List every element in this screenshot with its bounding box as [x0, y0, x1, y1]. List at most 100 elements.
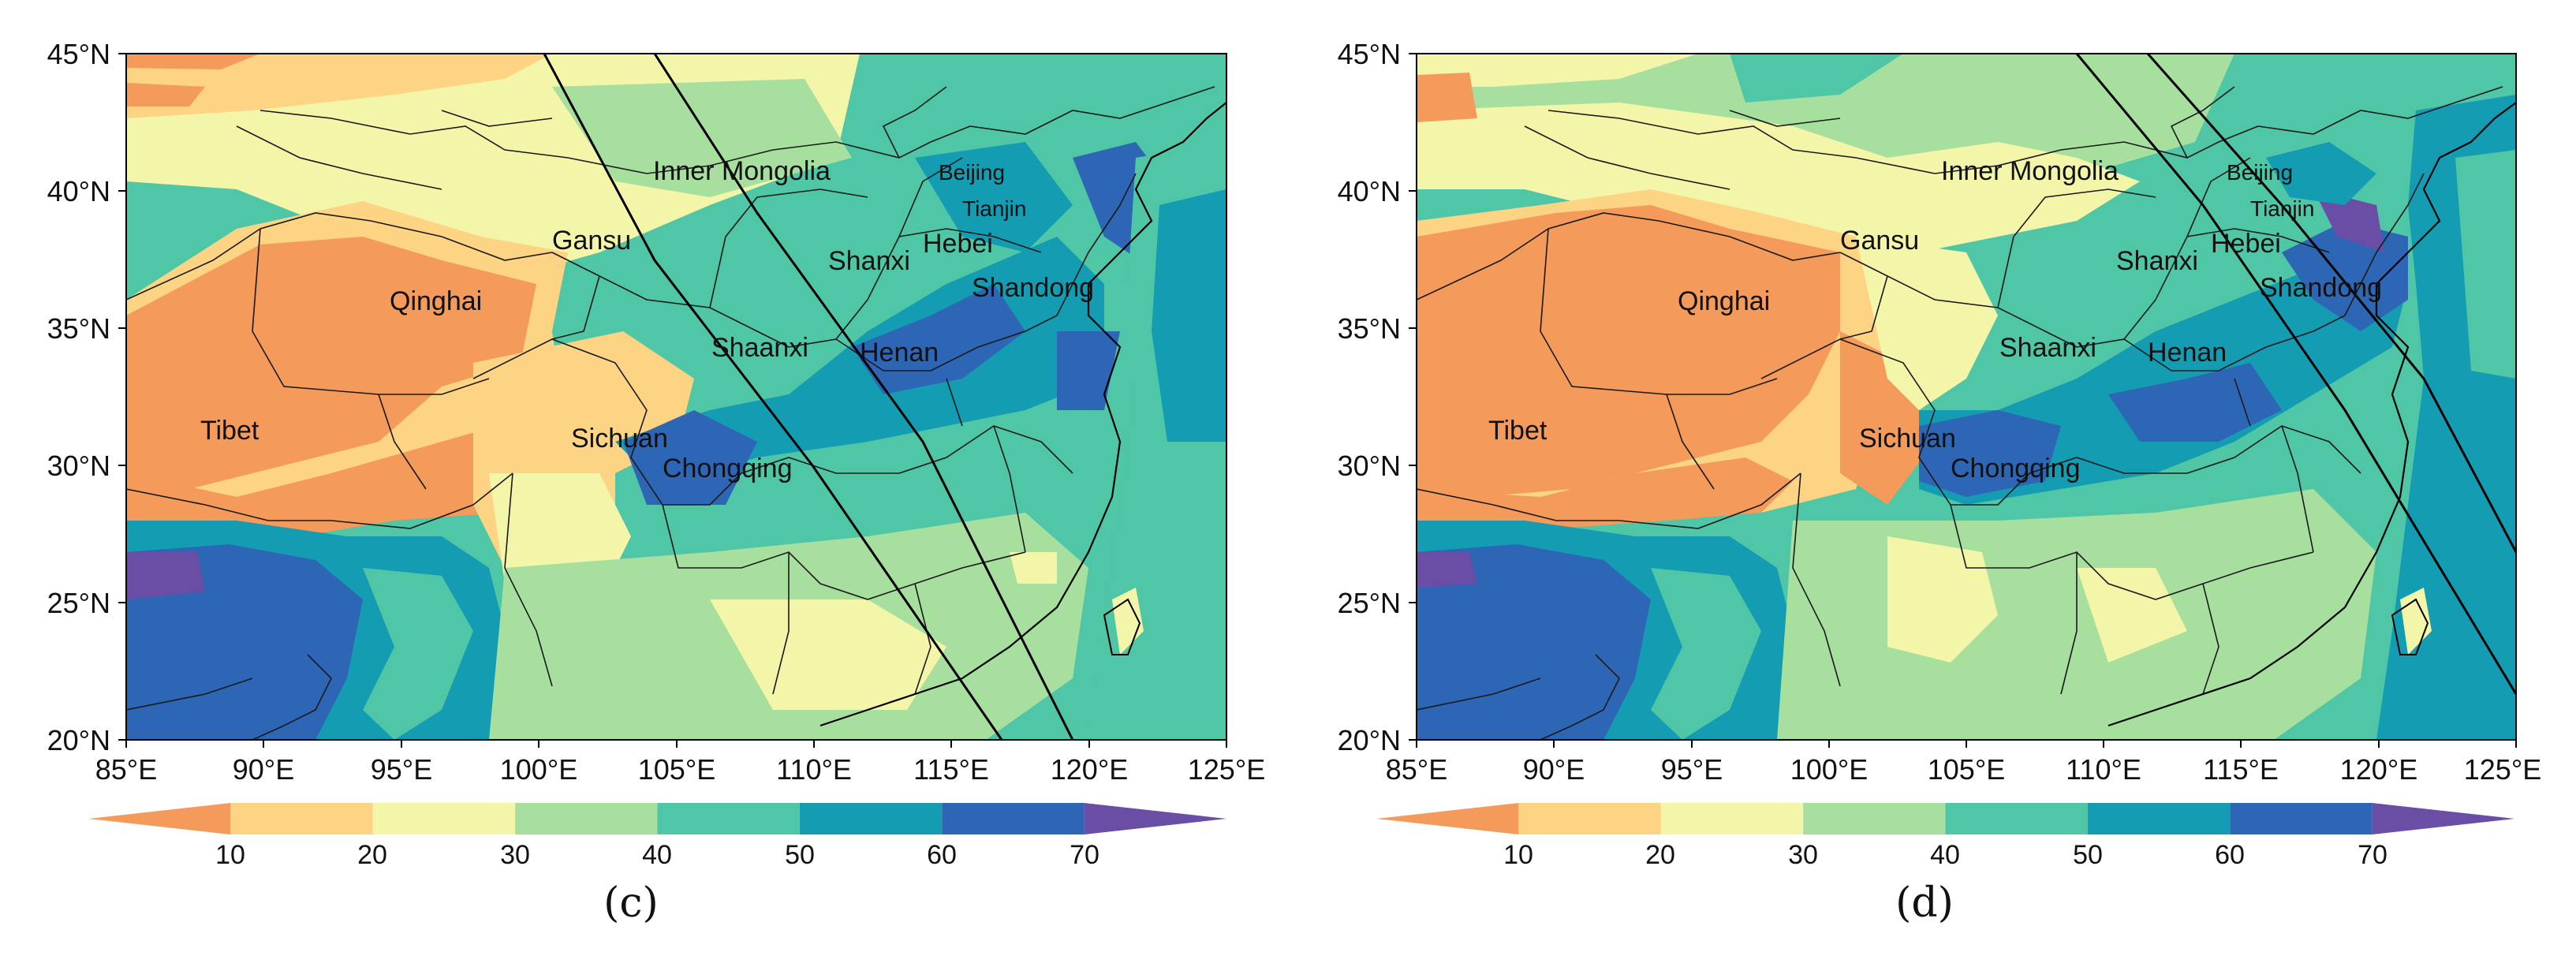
- label-shanxi: Shanxi: [2116, 246, 2198, 276]
- colorbar-labels-d: 10 20 30 40 50 60 70: [1503, 840, 2387, 870]
- lat-label: 20°N: [47, 724, 110, 756]
- label-qinghai: Qinghai: [390, 286, 482, 316]
- track-line-1-d: [2075, 54, 2516, 695]
- colorbar-tick: 10: [215, 840, 245, 870]
- label-shaanxi: Shaanxi: [711, 333, 808, 363]
- place-labels-c: Inner Mongolia Beijing Tianjin Gansu Heb…: [200, 156, 1094, 484]
- lat-label: 20°N: [1338, 724, 1401, 756]
- label-gansu: Gansu: [1840, 226, 1919, 256]
- lon-label: 85°E: [1386, 753, 1447, 786]
- label-sichuan: Sichuan: [1859, 424, 1956, 454]
- label-shaanxi: Shaanxi: [1999, 333, 2096, 363]
- lat-label: 40°N: [47, 175, 110, 207]
- label-sichuan: Sichuan: [571, 424, 668, 454]
- map-panel-d: Inner Mongolia Beijing Tianjin Gansu Heb…: [1288, 0, 2576, 967]
- colorbar-tick: 10: [1503, 840, 1533, 870]
- lon-label: 95°E: [1661, 753, 1723, 786]
- taiwan-outline-d: [2391, 598, 2429, 655]
- lat-label: 35°N: [1338, 312, 1401, 345]
- label-chongqing: Chongqing: [663, 454, 792, 484]
- colorbar-segment: [942, 803, 1085, 834]
- colorbar-segment: [1803, 803, 1946, 834]
- label-tianjin: Tianjin: [2250, 196, 2314, 221]
- track-line-2-c: [653, 54, 1074, 740]
- colorbar-tick: 40: [642, 840, 672, 870]
- lat-label: 25°N: [1338, 587, 1401, 619]
- label-tianjin: Tianjin: [962, 196, 1026, 221]
- lon-label: 120°E: [1051, 753, 1128, 786]
- lon-ticks-d: [1416, 740, 2517, 748]
- lat-label: 45°N: [1338, 38, 1401, 70]
- field-c: Inner Mongolia Beijing Tianjin Gansu Heb…: [126, 54, 1226, 740]
- label-hebei: Hebei: [2211, 229, 2281, 259]
- lat-ticks-d: [1409, 53, 1417, 741]
- label-tibet: Tibet: [200, 416, 259, 446]
- track-line-2-d: [2146, 54, 2516, 553]
- lat-label: 45°N: [47, 38, 110, 70]
- lon-label: 90°E: [1523, 753, 1585, 786]
- lon-labels-d: 85°E 90°E 95°E 100°E 105°E 110°E 115°E 1…: [1386, 753, 2541, 786]
- colorbar-tick: 70: [1070, 840, 1099, 870]
- boundaries-c: [126, 86, 1215, 740]
- panel-caption-d: (d): [1895, 879, 1954, 927]
- lat-label: 40°N: [1338, 175, 1401, 207]
- colorbar-segment: [657, 803, 800, 834]
- lat-ticks-c: [118, 53, 126, 741]
- colorbar-tick: 20: [1645, 840, 1675, 870]
- lon-labels-c: 85°E 90°E 95°E 100°E 105°E 110°E 115°E 1…: [95, 753, 1265, 786]
- label-hebei: Hebei: [923, 229, 993, 259]
- label-shandong: Shandong: [972, 273, 1094, 303]
- lon-label: 105°E: [638, 753, 715, 786]
- lon-label: 85°E: [95, 753, 157, 786]
- label-inner-mongolia: Inner Mongolia: [1941, 156, 2119, 186]
- map-figure-c: Inner Mongolia Beijing Tianjin Gansu Heb…: [47, 38, 1266, 870]
- lon-label: 100°E: [1790, 753, 1868, 786]
- label-beijing: Beijing: [939, 160, 1005, 185]
- colorbar-tick: 40: [1930, 840, 1960, 870]
- colorbar-segment: [799, 803, 943, 834]
- colorbar-c: [88, 803, 1226, 834]
- boundaries-d: [1417, 86, 2503, 740]
- colorbar-labels-c: 10 20 30 40 50 60 70: [215, 840, 1099, 870]
- lat-labels-c: 45°N 40°N 35°N 30°N 25°N 20°N: [47, 38, 110, 756]
- lon-label: 125°E: [2464, 753, 2541, 786]
- colorbar-extend-high: [2372, 803, 2514, 834]
- lon-ticks-c: [125, 740, 1227, 748]
- colorbar-tick: 70: [2358, 840, 2387, 870]
- coastline-d: [2107, 102, 2516, 727]
- lat-labels-d: 45°N 40°N 35°N 30°N 25°N 20°N: [1338, 38, 1401, 756]
- colorbar-segment: [2087, 803, 2231, 834]
- colorbar-segment: [515, 803, 658, 834]
- colorbar-tick: 50: [2073, 840, 2103, 870]
- lon-label: 120°E: [2340, 753, 2417, 786]
- panel-caption-c: (c): [603, 879, 659, 927]
- field-d: Inner Mongolia Beijing Tianjin Gansu Heb…: [1417, 54, 2516, 740]
- label-beijing: Beijing: [2227, 160, 2293, 185]
- colorbar-tick: 50: [785, 840, 815, 870]
- colorbar-segment: [1945, 803, 2088, 834]
- colorbar-tick: 30: [1788, 840, 1818, 870]
- label-chongqing: Chongqing: [1951, 454, 2080, 484]
- lon-label: 115°E: [913, 753, 989, 786]
- label-gansu: Gansu: [552, 226, 631, 256]
- colorbar-segment: [1660, 803, 1804, 834]
- colorbar-segment: [372, 803, 516, 834]
- lon-label: 110°E: [776, 753, 852, 786]
- colorbar-tick: 30: [500, 840, 530, 870]
- colorbar-d: [1376, 803, 2514, 834]
- lon-label: 90°E: [233, 753, 294, 786]
- label-tibet: Tibet: [1488, 416, 1547, 446]
- colorbar-extend-low: [88, 803, 231, 834]
- lon-label: 95°E: [371, 753, 432, 786]
- coastline-c: [819, 102, 1226, 727]
- map-figure-d: Inner Mongolia Beijing Tianjin Gansu Heb…: [1338, 38, 2542, 870]
- colorbar-tick: 60: [927, 840, 957, 870]
- label-henan: Henan: [860, 338, 939, 368]
- lat-label: 30°N: [47, 450, 110, 482]
- label-henan: Henan: [2148, 338, 2227, 368]
- label-qinghai: Qinghai: [1678, 286, 1770, 316]
- lon-label: 110°E: [2066, 753, 2141, 786]
- place-labels-d: Inner Mongolia Beijing Tianjin Gansu Heb…: [1488, 156, 2382, 484]
- colorbar-tick: 20: [357, 840, 387, 870]
- colorbar-segment: [230, 803, 373, 834]
